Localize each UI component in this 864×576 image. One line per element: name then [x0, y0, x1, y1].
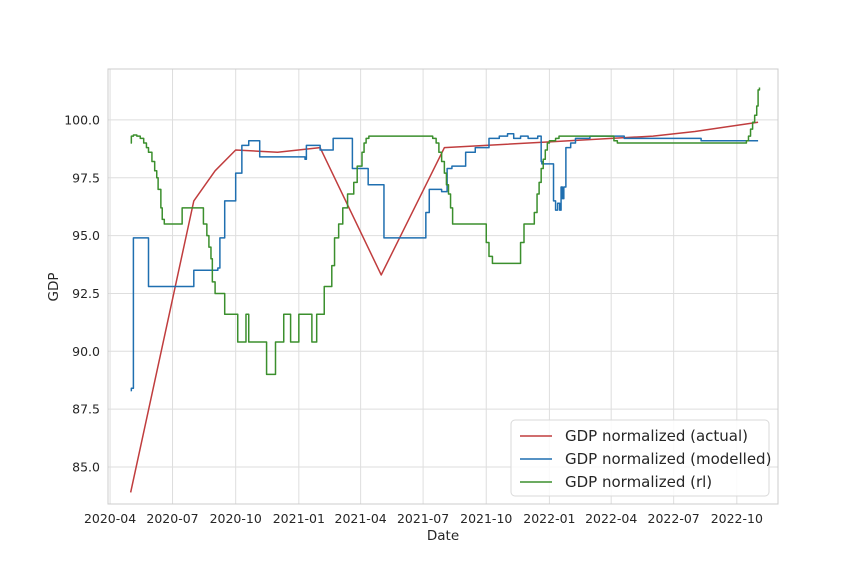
series-line-2 — [130, 133, 759, 392]
x-tick-label: 2022-04 — [585, 511, 637, 526]
x-tick-label: 2022-07 — [648, 511, 700, 526]
series-line-3 — [130, 87, 761, 376]
legend-entry-label: GDP normalized (modelled) — [565, 450, 771, 468]
y-tick-label: 97.5 — [72, 170, 100, 185]
legend-entry-label: GDP normalized (actual) — [565, 427, 748, 445]
y-axis-label: GDP — [46, 273, 62, 302]
y-tick-labels: 85.0 87.5 90.0 92.5 95.0 97.5 100.0 — [64, 112, 100, 474]
x-tick-label: 2022-01 — [523, 511, 575, 526]
series-layer — [129, 87, 761, 493]
legend-box — [510, 419, 770, 497]
y-tick-label: 92.5 — [72, 286, 100, 301]
series-line-1 — [129, 121, 759, 493]
legend: GDP normalized (actual) GDP normalized (m… — [510, 419, 771, 497]
x-tick-label: 2021-07 — [397, 511, 449, 526]
y-tick-label: 100.0 — [64, 112, 100, 127]
x-tick-label: 2021-10 — [460, 511, 512, 526]
y-tick-label: 85.0 — [72, 459, 100, 474]
legend-entry-label: GDP normalized (rl) — [565, 473, 712, 491]
y-gridlines — [108, 119, 778, 468]
x-tick-label: 2020-07 — [146, 511, 198, 526]
x-tick-label: 2020-10 — [210, 511, 262, 526]
x-tick-label: 2021-04 — [335, 511, 387, 526]
x-tick-label: 2022-10 — [711, 511, 763, 526]
x-tick-labels: 2020-04 2020-07 2020-10 2021-01 2021-04 2021-… — [84, 511, 763, 526]
x-tick-label: 2020-04 — [84, 511, 136, 526]
y-tick-label: 87.5 — [72, 402, 100, 417]
x-tick-label: 2021-01 — [273, 511, 325, 526]
x-axis-label: Date — [427, 528, 459, 544]
plot-frame — [107, 68, 779, 505]
y-tick-label: 90.0 — [72, 344, 100, 359]
y-tick-label: 95.0 — [72, 228, 100, 243]
